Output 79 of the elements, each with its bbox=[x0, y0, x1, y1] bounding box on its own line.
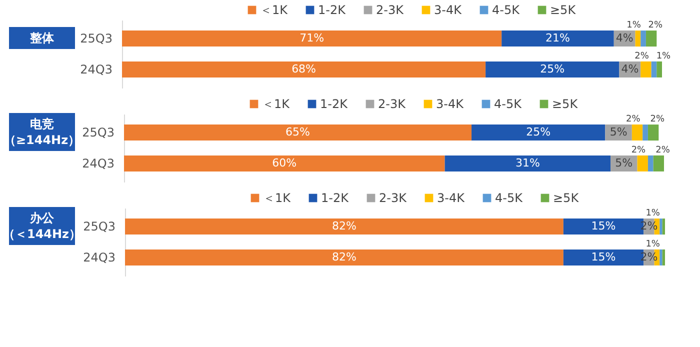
bar bbox=[648, 124, 659, 141]
text: 电竞（≥144Hz） bbox=[4, 117, 80, 147]
data-label: 65% bbox=[286, 126, 310, 139]
bar bbox=[632, 124, 643, 141]
bar bbox=[444, 155, 611, 172]
legend-label: 3-4K bbox=[434, 3, 463, 17]
data-label: 1% bbox=[646, 208, 660, 219]
data-label: 4% bbox=[621, 62, 639, 76]
bar bbox=[640, 61, 652, 78]
legend-label: ＜1K bbox=[262, 97, 291, 111]
bar bbox=[660, 218, 662, 235]
y-tick-label: 24Q3 bbox=[82, 156, 114, 170]
data-label: 15% bbox=[591, 220, 616, 233]
legend-label: 2-3K bbox=[378, 97, 407, 111]
bar bbox=[502, 30, 614, 47]
bar bbox=[124, 155, 445, 172]
bar bbox=[635, 30, 641, 47]
data-label: 5% bbox=[615, 156, 633, 170]
bar bbox=[125, 218, 564, 235]
legend-label: 1-2K bbox=[318, 3, 347, 17]
data-label: 25% bbox=[540, 62, 565, 76]
legend-label: 1-2K bbox=[321, 191, 350, 205]
bar bbox=[653, 155, 664, 172]
legend-label: 2-3K bbox=[379, 191, 408, 205]
data-label: 1% bbox=[626, 20, 642, 31]
bar bbox=[122, 61, 486, 78]
legend-label: 2-3K bbox=[376, 3, 405, 17]
bar bbox=[656, 61, 662, 78]
y-tick-label: 24Q3 bbox=[83, 250, 116, 264]
y-tick-label: 25Q3 bbox=[83, 220, 116, 234]
bar bbox=[125, 249, 564, 266]
data-label: 71% bbox=[300, 32, 324, 45]
legend-label: 1-2K bbox=[320, 97, 349, 111]
bar bbox=[637, 155, 648, 172]
bar bbox=[472, 124, 606, 141]
data-label: 82% bbox=[332, 220, 356, 233]
data-label: 5% bbox=[610, 126, 628, 139]
bar bbox=[662, 218, 665, 235]
data-label: 21% bbox=[546, 32, 570, 45]
bar bbox=[662, 249, 665, 266]
bar bbox=[651, 61, 657, 78]
data-label: 2% bbox=[648, 20, 664, 31]
data-label: 2% bbox=[626, 114, 641, 125]
bar bbox=[648, 155, 654, 172]
bar bbox=[124, 124, 472, 141]
legend-label: 3-4K bbox=[437, 191, 466, 205]
y-tick-label: 24Q3 bbox=[80, 62, 112, 76]
bar bbox=[640, 30, 646, 47]
bar bbox=[486, 61, 620, 78]
data-label: 68% bbox=[292, 62, 316, 76]
data-label: 4% bbox=[616, 32, 634, 45]
data-label: 25% bbox=[526, 126, 551, 139]
data-label: 15% bbox=[591, 250, 616, 264]
data-label: 2% bbox=[650, 114, 666, 125]
data-label: 31% bbox=[515, 156, 540, 170]
legend-label: ≥5K bbox=[550, 3, 577, 17]
legend-label: 4-5K bbox=[494, 97, 523, 111]
data-label: 2% bbox=[631, 145, 646, 156]
bar bbox=[660, 249, 662, 266]
legend-label: ＜1K bbox=[263, 191, 292, 205]
legend-label: ＜1K bbox=[260, 3, 289, 17]
bar bbox=[642, 124, 648, 141]
legend-label: 4-5K bbox=[495, 191, 524, 205]
data-label: 2% bbox=[656, 145, 670, 156]
y-tick-label: 25Q3 bbox=[80, 32, 112, 46]
bar bbox=[122, 30, 502, 47]
text: 办公（＜144Hz） bbox=[2, 211, 82, 241]
data-label: 82% bbox=[332, 250, 356, 264]
legend-label: ≥5K bbox=[552, 97, 579, 111]
legend-label: 4-5K bbox=[492, 3, 521, 17]
data-label: 1% bbox=[646, 239, 660, 250]
legend-label: ≥5K bbox=[553, 191, 580, 205]
text: 整体 bbox=[29, 31, 55, 45]
bar bbox=[646, 30, 657, 47]
data-label: 1% bbox=[656, 51, 672, 62]
y-tick-label: 25Q3 bbox=[82, 126, 114, 140]
data-label: 60% bbox=[272, 156, 297, 170]
legend-label: 3-4K bbox=[436, 97, 465, 111]
data-label: 2% bbox=[634, 51, 650, 62]
